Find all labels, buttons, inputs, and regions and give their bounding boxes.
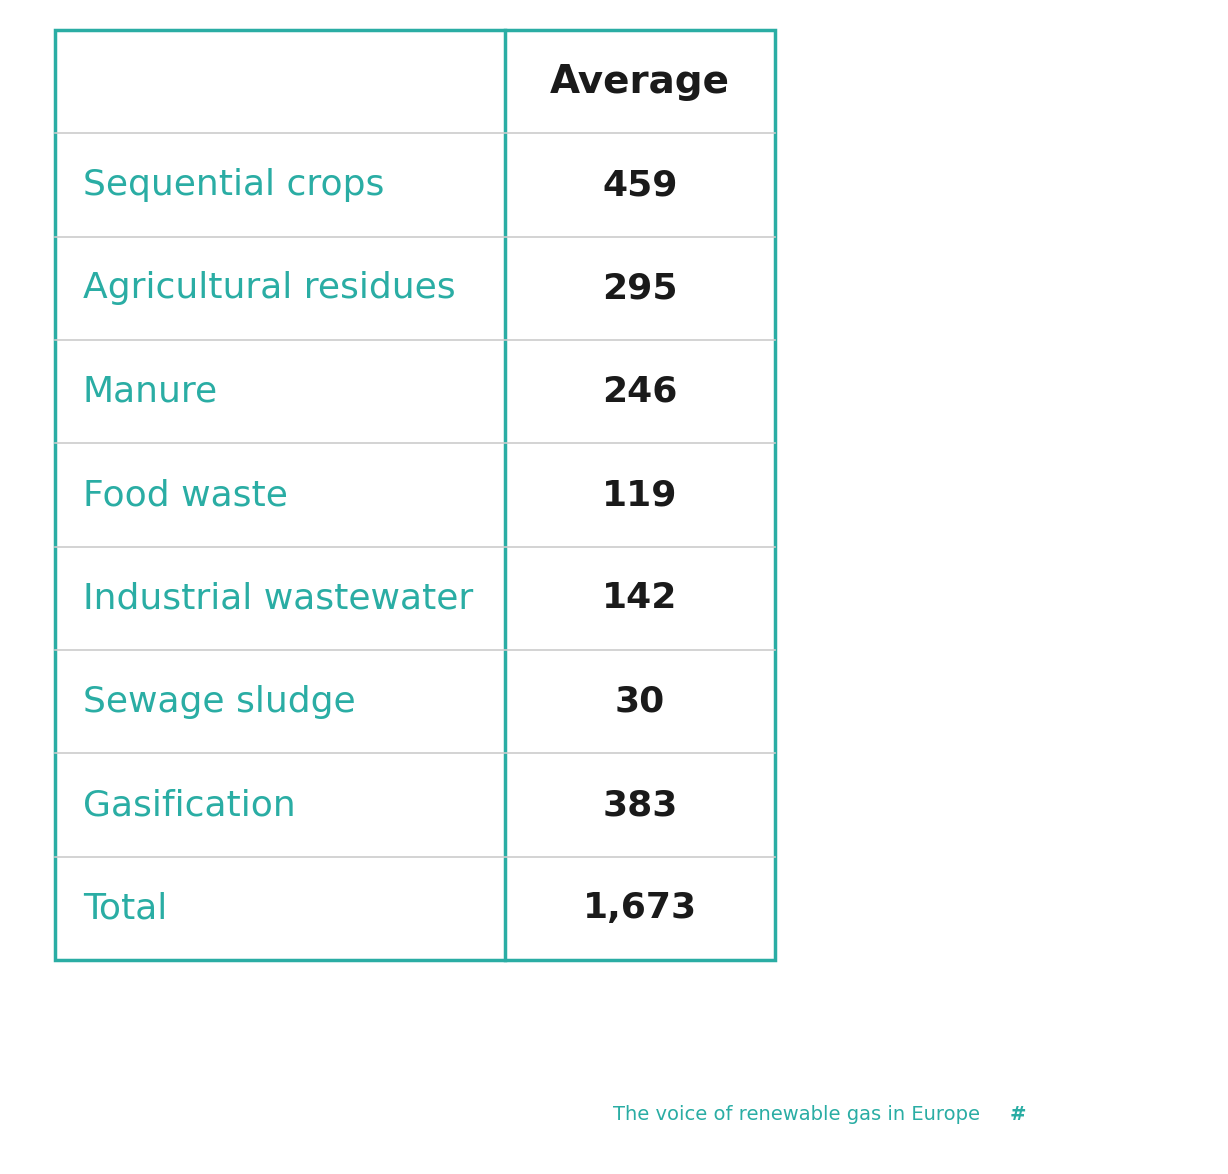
Text: Agricultural residues: Agricultural residues: [84, 271, 456, 305]
Text: 295: 295: [602, 271, 678, 305]
Text: 459: 459: [602, 168, 678, 202]
Text: 30: 30: [615, 684, 666, 718]
Text: The voice of renewable gas in Europe: The voice of renewable gas in Europe: [613, 1106, 980, 1125]
Text: Sequential crops: Sequential crops: [84, 168, 384, 202]
Text: Gasification: Gasification: [84, 788, 296, 822]
Text: Manure: Manure: [84, 375, 219, 409]
Text: Food waste: Food waste: [84, 478, 287, 512]
Text: Average: Average: [550, 62, 729, 101]
Bar: [55, 31, 775, 960]
Text: Total: Total: [84, 891, 167, 925]
Text: 246: 246: [602, 375, 678, 409]
Text: Sewage sludge: Sewage sludge: [84, 684, 356, 718]
Text: Industrial wastewater: Industrial wastewater: [84, 581, 473, 615]
Text: #: #: [1009, 1106, 1027, 1125]
Text: 142: 142: [602, 581, 678, 615]
Text: 1,673: 1,673: [583, 891, 698, 925]
Text: 119: 119: [602, 478, 678, 512]
Text: 383: 383: [602, 788, 678, 822]
